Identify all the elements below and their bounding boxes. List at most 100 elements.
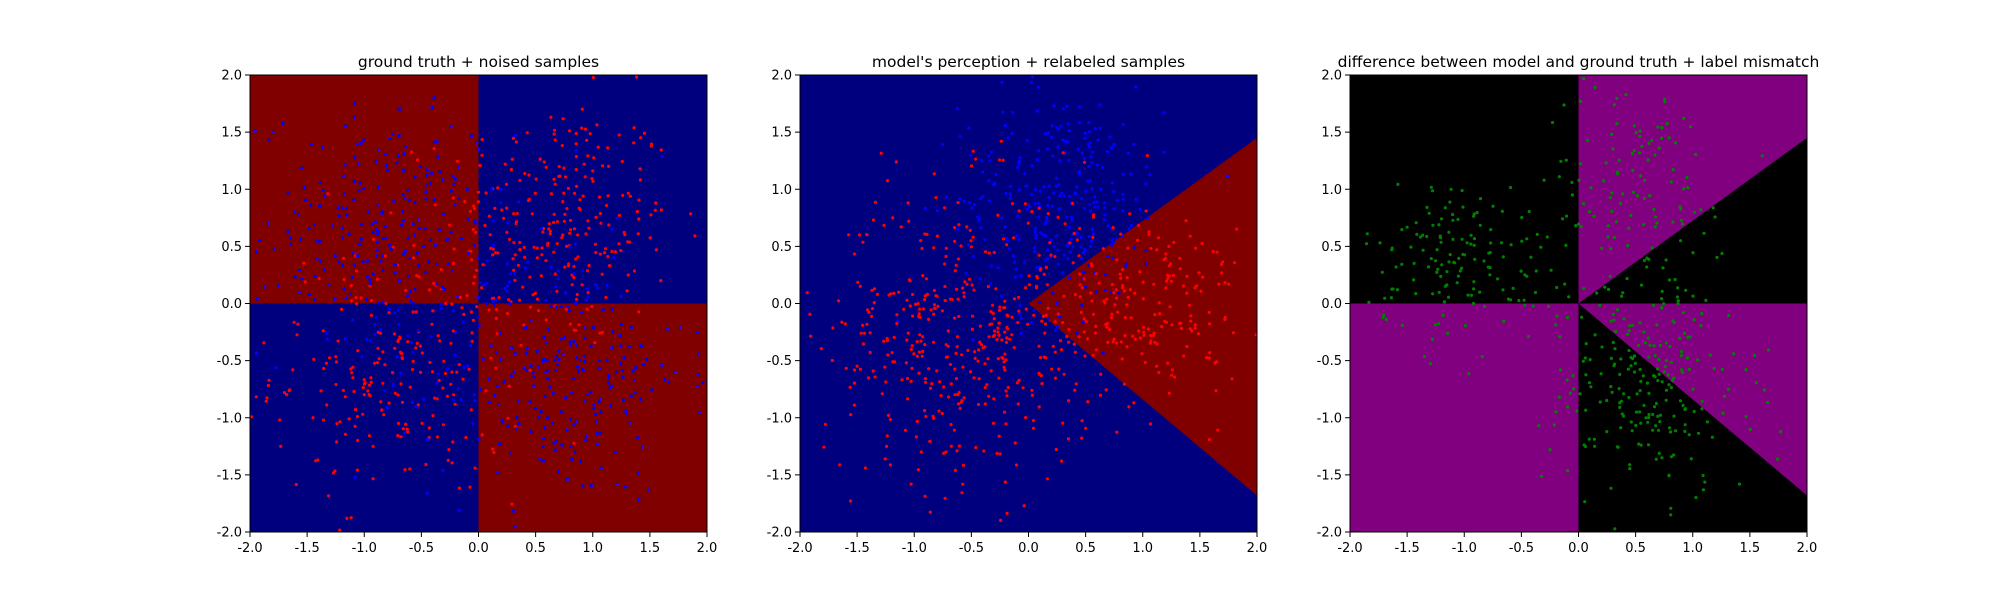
scatter-point [632, 141, 636, 145]
scatter-point [981, 170, 985, 174]
scatter-point [885, 444, 889, 448]
scatter-point [620, 369, 624, 373]
scatter-point [1089, 244, 1093, 248]
scatter-point [1546, 304, 1551, 308]
scatter-point [572, 377, 576, 381]
scatter-point [977, 377, 981, 381]
scatter-point [1112, 337, 1116, 341]
scatter-point [1101, 165, 1105, 169]
scatter-point [1664, 258, 1668, 262]
scatter-point [588, 132, 592, 136]
scatter-point [554, 285, 558, 289]
scatter-point [984, 250, 988, 254]
scatter-point [970, 283, 974, 287]
scatter-point [1460, 237, 1464, 241]
scatter-point [555, 220, 560, 224]
scatter-point [450, 461, 454, 465]
scatter-point [1439, 240, 1443, 244]
scatter-point [535, 246, 539, 250]
scatter-point [933, 306, 937, 311]
scatter-point [383, 254, 387, 258]
scatter-point [552, 132, 556, 136]
scatter-point [322, 268, 326, 272]
scatter-point [475, 305, 479, 309]
scatter-point [1053, 255, 1057, 259]
scatter-point [321, 145, 325, 149]
scatter-point [1082, 330, 1086, 334]
scatter-point [1099, 372, 1103, 376]
scatter-point [523, 255, 527, 259]
scatter-point [585, 434, 589, 438]
scatter-point [557, 349, 561, 353]
scatter-point [949, 422, 953, 427]
scatter-point [277, 284, 281, 288]
scatter-point [1090, 299, 1094, 303]
scatter-point [1147, 230, 1151, 234]
scatter-point [399, 435, 403, 439]
scatter-point [1112, 207, 1116, 211]
scatter-point [902, 307, 906, 311]
scatter-point [481, 357, 485, 361]
scatter-point [1629, 213, 1633, 217]
scatter-point [343, 163, 347, 167]
scatter-point [428, 181, 432, 185]
scatter-point [1565, 378, 1569, 382]
scatter-point [384, 163, 388, 168]
scatter-point [623, 485, 628, 489]
scatter-point [1134, 197, 1138, 202]
scatter-point [1517, 298, 1521, 303]
scatter-point [932, 172, 936, 176]
scatter-point [998, 452, 1002, 456]
scatter-point [537, 309, 541, 313]
scatter-point [1037, 149, 1041, 153]
scatter-point [542, 357, 546, 362]
scatter-point [943, 284, 947, 289]
scatter-point [1650, 246, 1654, 250]
x-tick-label: -0.5 [409, 541, 434, 556]
scatter-point [666, 380, 671, 384]
scatter-point [937, 409, 941, 413]
scatter-point [576, 233, 580, 237]
scatter-point [565, 428, 569, 432]
scatter-point [582, 354, 586, 358]
scatter-point [969, 153, 973, 157]
scatter-point [1365, 232, 1369, 236]
scatter-point [1676, 301, 1680, 306]
scatter-point [1067, 225, 1072, 230]
scatter-point [621, 375, 625, 379]
scatter-point [1140, 352, 1144, 356]
scatter-point [1223, 315, 1227, 320]
scatter-point [1067, 276, 1071, 280]
scatter-point [622, 230, 626, 235]
scatter-point [927, 367, 931, 371]
scatter-point [647, 488, 651, 492]
scatter-point [469, 249, 473, 253]
scatter-point [1125, 276, 1129, 280]
scatter-point [416, 158, 420, 162]
scatter-point [497, 296, 501, 300]
scatter-point [1669, 506, 1673, 510]
scatter-point [503, 286, 507, 291]
scatter-point [500, 208, 504, 212]
scatter-point [1394, 265, 1398, 269]
scatter-point [1447, 260, 1451, 264]
scatter-point [1702, 231, 1706, 235]
scatter-point [391, 383, 395, 387]
y-tick-label: 0.5 [221, 240, 242, 255]
scatter-point [1035, 158, 1040, 162]
scatter-point [883, 457, 887, 461]
scatter-point [435, 139, 439, 144]
scatter-point [528, 275, 532, 279]
scatter-point [1685, 175, 1689, 180]
scatter-point [1545, 235, 1549, 239]
scatter-point [541, 230, 545, 234]
scatter-point [432, 198, 436, 202]
scatter-point [1066, 257, 1070, 261]
scatter-point [471, 318, 475, 322]
scatter-point [383, 363, 387, 367]
scatter-point [1115, 258, 1119, 262]
scatter-point [496, 471, 500, 475]
scatter-point [885, 434, 889, 438]
scatter-point [1017, 237, 1021, 242]
scatter-point [1482, 259, 1486, 263]
